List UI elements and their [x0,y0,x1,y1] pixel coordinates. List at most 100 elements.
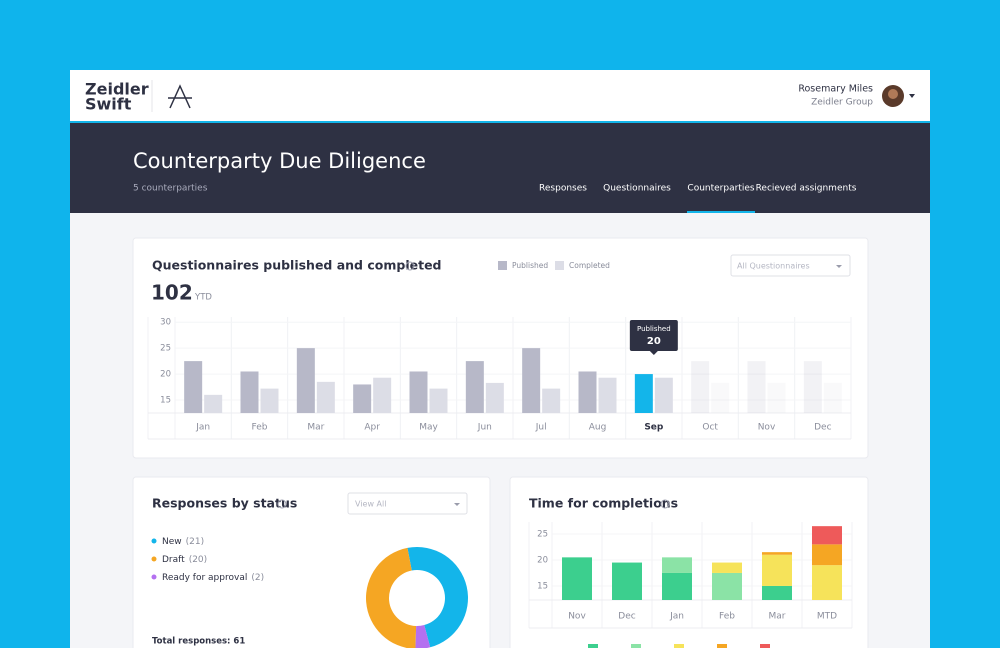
page-title: Counterparty Due Diligence [133,149,426,173]
bar-segment[interactable] [762,554,792,586]
bar[interactable] [803,361,822,413]
bar-segment[interactable] [662,572,692,600]
card-title: Questionnaires published and completed [152,258,442,273]
y-tick-label: 20 [537,555,548,565]
x-tick-label: Nov [568,612,586,622]
bar-segment[interactable] [812,526,842,545]
y-tick-label: 15 [160,396,171,406]
bar[interactable] [465,361,484,413]
dropdown-caret [836,265,842,268]
bar[interactable] [260,388,279,413]
user-menu-caret[interactable] [909,94,915,98]
bar[interactable] [373,377,392,413]
donut-slice[interactable] [366,547,417,648]
active-tab-indicator [687,211,755,213]
dropdown-value: All Questionnaires [737,262,810,271]
bar[interactable] [409,371,428,413]
legend-item: New (21) [162,537,204,547]
bar[interactable] [654,377,673,413]
legend-value: (20) [189,555,207,565]
bar-segment[interactable] [812,565,842,600]
dropdown[interactable] [730,254,851,277]
bar-segment[interactable] [762,585,792,600]
tab[interactable]: Questionnaires [603,184,671,194]
y-tick-label: 25 [160,344,171,354]
y-tick-label: 30 [160,318,171,328]
bar[interactable] [485,382,504,413]
x-tick-label[interactable]: Oct [702,423,718,433]
x-tick-label[interactable]: Sep [644,423,664,433]
bar[interactable] [240,371,259,413]
avatar-face [888,89,898,99]
legend-label: Ready for approval [162,573,247,583]
legend-swatch [555,261,564,270]
bar[interactable] [353,384,372,413]
x-tick-label[interactable]: Jan [195,423,210,433]
x-tick-label[interactable]: Jun [477,423,492,433]
info-icon[interactable] [405,261,415,271]
legend-dot [151,574,157,580]
x-tick-label[interactable]: Feb [252,423,268,433]
banner [70,123,930,213]
brand: Zeidler [85,80,149,99]
bar[interactable] [542,388,561,413]
legend-swatch [674,644,684,648]
bar[interactable] [316,381,335,413]
bar[interactable] [634,374,653,413]
bar[interactable] [823,382,842,413]
bar-segment[interactable] [712,572,742,600]
info-icon[interactable] [277,499,287,509]
legend-dot [151,556,157,562]
y-tick-label: 25 [537,529,548,539]
x-tick-label[interactable]: Apr [364,423,380,433]
legend-value: (2) [251,573,264,583]
total: 102 [151,281,193,305]
user-name[interactable]: Rosemary Miles [798,84,873,95]
legend-swatch [588,644,598,648]
y-tick-label: 15 [537,581,548,591]
brand: Swift [85,95,132,114]
x-tick-label: MTD [817,612,837,622]
x-tick-label: Mar [769,612,786,622]
x-tick-label[interactable]: Aug [589,423,607,433]
tooltip-label: Published [637,325,671,333]
x-tick-label: Feb [719,612,735,622]
bar-segment[interactable] [812,544,842,566]
x-tick-label[interactable]: Nov [758,423,776,433]
bar[interactable] [184,361,203,413]
x-tick-label[interactable]: Dec [814,423,831,433]
tab[interactable]: Counterparties [687,184,754,194]
bar-segment[interactable] [562,557,592,600]
tab[interactable]: Recieved assignments [756,184,857,194]
bar-segment[interactable] [762,552,792,555]
x-tick-label[interactable]: Jul [535,423,547,433]
bar[interactable] [767,382,786,413]
y-tick-label: 20 [160,370,171,380]
donut-slice[interactable] [407,546,469,648]
tab[interactable]: Responses [539,184,587,194]
bar[interactable] [578,371,597,413]
info-icon[interactable] [660,499,670,509]
top-bar-line [70,121,930,123]
x-tick-label[interactable]: May [419,423,438,433]
dropdown[interactable] [347,492,468,515]
bar[interactable] [598,377,617,413]
tooltip [629,320,678,351]
bar[interactable] [296,348,315,413]
legend-label: Draft [162,555,185,565]
donut-slice[interactable] [415,625,431,648]
bar[interactable] [747,361,766,413]
bar[interactable] [522,348,541,413]
bar[interactable] [429,388,448,413]
bar-segment[interactable] [712,562,742,573]
bar-segment[interactable] [662,557,692,573]
x-tick-label: Jan [669,612,684,622]
legend-label: Published [512,261,548,270]
bar[interactable] [711,382,730,413]
bar[interactable] [691,361,710,413]
x-tick-label[interactable]: Mar [307,423,324,433]
bar[interactable] [204,394,223,413]
bar-segment[interactable] [612,562,642,600]
legend-value: (21) [186,537,204,547]
